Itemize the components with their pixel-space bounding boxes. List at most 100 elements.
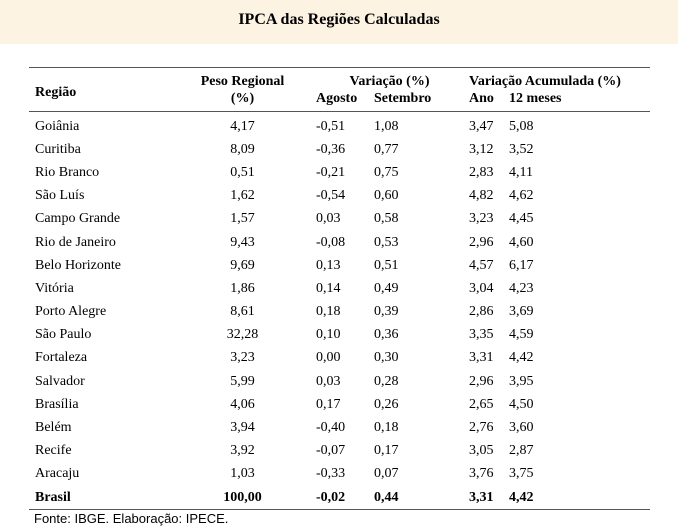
cell-peso: 4,17 (230, 118, 255, 134)
cell-regiao: Salvador (35, 373, 85, 389)
cell-regiao: Campo Grande (35, 211, 121, 227)
cell-setembro: 0,77 (374, 141, 399, 157)
cell-12-meses: 4,45 (509, 211, 534, 227)
header-regiao: Região (35, 84, 77, 100)
cell-regiao: Porto Alegre (35, 304, 107, 320)
cell-setembro: 0,39 (374, 304, 399, 320)
header-row-2: (%) Agosto Setembro Ano 12 meses (29, 90, 650, 112)
cell-12-meses: 3,75 (509, 466, 534, 482)
cell-ano: 2,83 (469, 164, 494, 180)
cell-agosto: -0,07 (316, 443, 346, 459)
cell-agosto: -0,51 (316, 118, 346, 134)
table-row: Campo Grande 1,57 0,03 0,58 3,23 4,45 (29, 208, 650, 231)
cell-regiao: Rio Branco (35, 164, 100, 180)
table-row: Rio de Janeiro 9,43 -0,08 0,53 2,96 4,60 (29, 231, 650, 254)
table-row: Aracaju 1,03 -0,33 0,07 3,76 3,75 (29, 463, 650, 486)
cell-ano: 3,04 (469, 280, 494, 296)
cell-setembro: 0,60 (374, 188, 399, 204)
cell-peso: 32,28 (226, 327, 259, 343)
cell-agosto: -0,54 (316, 188, 346, 204)
cell-peso: 9,43 (230, 234, 255, 250)
table-body: Goiânia 4,17 -0,51 1,08 3,47 5,08 Curitiba 8,09… (29, 112, 650, 511)
cell-12-meses: 3,69 (509, 304, 534, 320)
table-row: São Luís 1,62 -0,54 0,60 4,82 4,62 (29, 185, 650, 208)
cell-peso: 0,51 (230, 164, 255, 180)
cell-12-meses: 3,95 (509, 373, 534, 389)
cell-peso: 3,92 (230, 443, 255, 459)
table-row: São Paulo 32,28 0,10 0,36 3,35 4,59 (29, 324, 650, 347)
cell-12-meses: 4,60 (509, 234, 534, 250)
table-row: Belém 3,94 -0,40 0,18 2,76 3,60 (29, 416, 650, 439)
cell-setembro: 0,75 (374, 164, 399, 180)
table-row: Goiânia 4,17 -0,51 1,08 3,47 5,08 (29, 112, 650, 139)
cell-setembro: 1,08 (374, 118, 399, 134)
cell-agosto: -0,21 (316, 164, 346, 180)
table-header: Região Peso Regional Variação (%) Variaç… (29, 67, 650, 112)
cell-regiao: Belém (35, 420, 72, 436)
cell-setembro: 0,30 (374, 350, 399, 366)
table-row: Fortaleza 3,23 0,00 0,30 3,31 4,42 (29, 347, 650, 370)
cell-regiao: Vitória (35, 280, 74, 296)
cell-12-meses: 4,50 (509, 396, 534, 412)
cell-agosto: 0,03 (316, 211, 341, 227)
table-row: Curitiba 8,09 -0,36 0,77 3,12 3,52 (29, 138, 650, 161)
cell-peso: 3,94 (230, 420, 255, 436)
cell-peso: 8,61 (230, 304, 255, 320)
cell-agosto: -0,02 (310, 486, 374, 511)
cell-ano: 4,57 (469, 257, 494, 273)
cell-setembro: 0,58 (374, 211, 399, 227)
cell-regiao: Recife (35, 443, 72, 459)
cell-12-meses: 3,52 (509, 141, 534, 157)
cell-agosto: -0,33 (316, 466, 346, 482)
cell-peso: 1,62 (230, 188, 255, 204)
cell-setembro: 0,07 (374, 466, 399, 482)
cell-setembro: 0,53 (374, 234, 399, 250)
cell-peso: 3,23 (230, 350, 255, 366)
header-acumulada: Variação Acumulada (%) (469, 74, 621, 89)
cell-peso: 9,69 (230, 257, 255, 273)
cell-12-meses: 4,11 (509, 164, 533, 180)
cell-peso: 1,86 (230, 280, 255, 296)
ipca-table: Região Peso Regional Variação (%) Variaç… (29, 67, 650, 511)
cell-regiao: Fortaleza (35, 350, 88, 366)
cell-ano: 3,47 (469, 118, 494, 134)
ipca-table-container: Região Peso Regional Variação (%) Variaç… (29, 67, 650, 511)
cell-agosto: -0,36 (316, 141, 346, 157)
header-agosto: Agosto (316, 91, 358, 106)
header-peso-line1: Peso Regional (200, 74, 285, 89)
cell-ano: 3,35 (469, 327, 494, 343)
header-setembro: Setembro (374, 91, 432, 106)
cell-ano: 3,31 (469, 350, 494, 366)
title-band (0, 0, 678, 44)
cell-ano: 4,82 (469, 188, 494, 204)
cell-regiao: Rio de Janeiro (35, 234, 116, 250)
header-ano: Ano (469, 91, 494, 106)
table-row: Vitória 1,86 0,14 0,49 3,04 4,23 (29, 277, 650, 300)
cell-ano: 3,31 (469, 486, 509, 511)
cell-setembro: 0,51 (374, 257, 399, 273)
table-row: Salvador 5,99 0,03 0,28 2,96 3,95 (29, 370, 650, 393)
cell-peso: 5,99 (230, 373, 255, 389)
cell-agosto: 0,14 (316, 280, 341, 296)
cell-setembro: 0,44 (374, 486, 469, 511)
cell-ano: 2,65 (469, 396, 494, 412)
table-title: IPCA das Regiões Calculadas (238, 11, 440, 28)
cell-regiao: Goiânia (35, 118, 80, 134)
cell-setembro: 0,18 (374, 420, 399, 436)
cell-12-meses: 2,87 (509, 443, 534, 459)
cell-agosto: -0,08 (316, 234, 346, 250)
cell-ano: 2,76 (469, 420, 494, 436)
cell-setembro: 0,26 (374, 396, 399, 412)
source-note: Fonte: IBGE. Elaboração: IPECE. (34, 511, 229, 526)
cell-peso: 100,00 (175, 486, 310, 511)
cell-agosto: 0,17 (316, 396, 341, 412)
cell-12-meses: 4,59 (509, 327, 534, 343)
cell-regiao: Aracaju (35, 466, 80, 482)
cell-ano: 2,96 (469, 234, 494, 250)
table-row: Rio Branco 0,51 -0,21 0,75 2,83 4,11 (29, 161, 650, 184)
cell-regiao: Curitiba (35, 141, 81, 157)
table-row: Brasília 4,06 0,17 0,26 2,65 4,50 (29, 393, 650, 416)
cell-peso: 1,03 (230, 466, 255, 482)
cell-agosto: 0,10 (316, 327, 341, 343)
cell-agosto: 0,00 (316, 350, 341, 366)
